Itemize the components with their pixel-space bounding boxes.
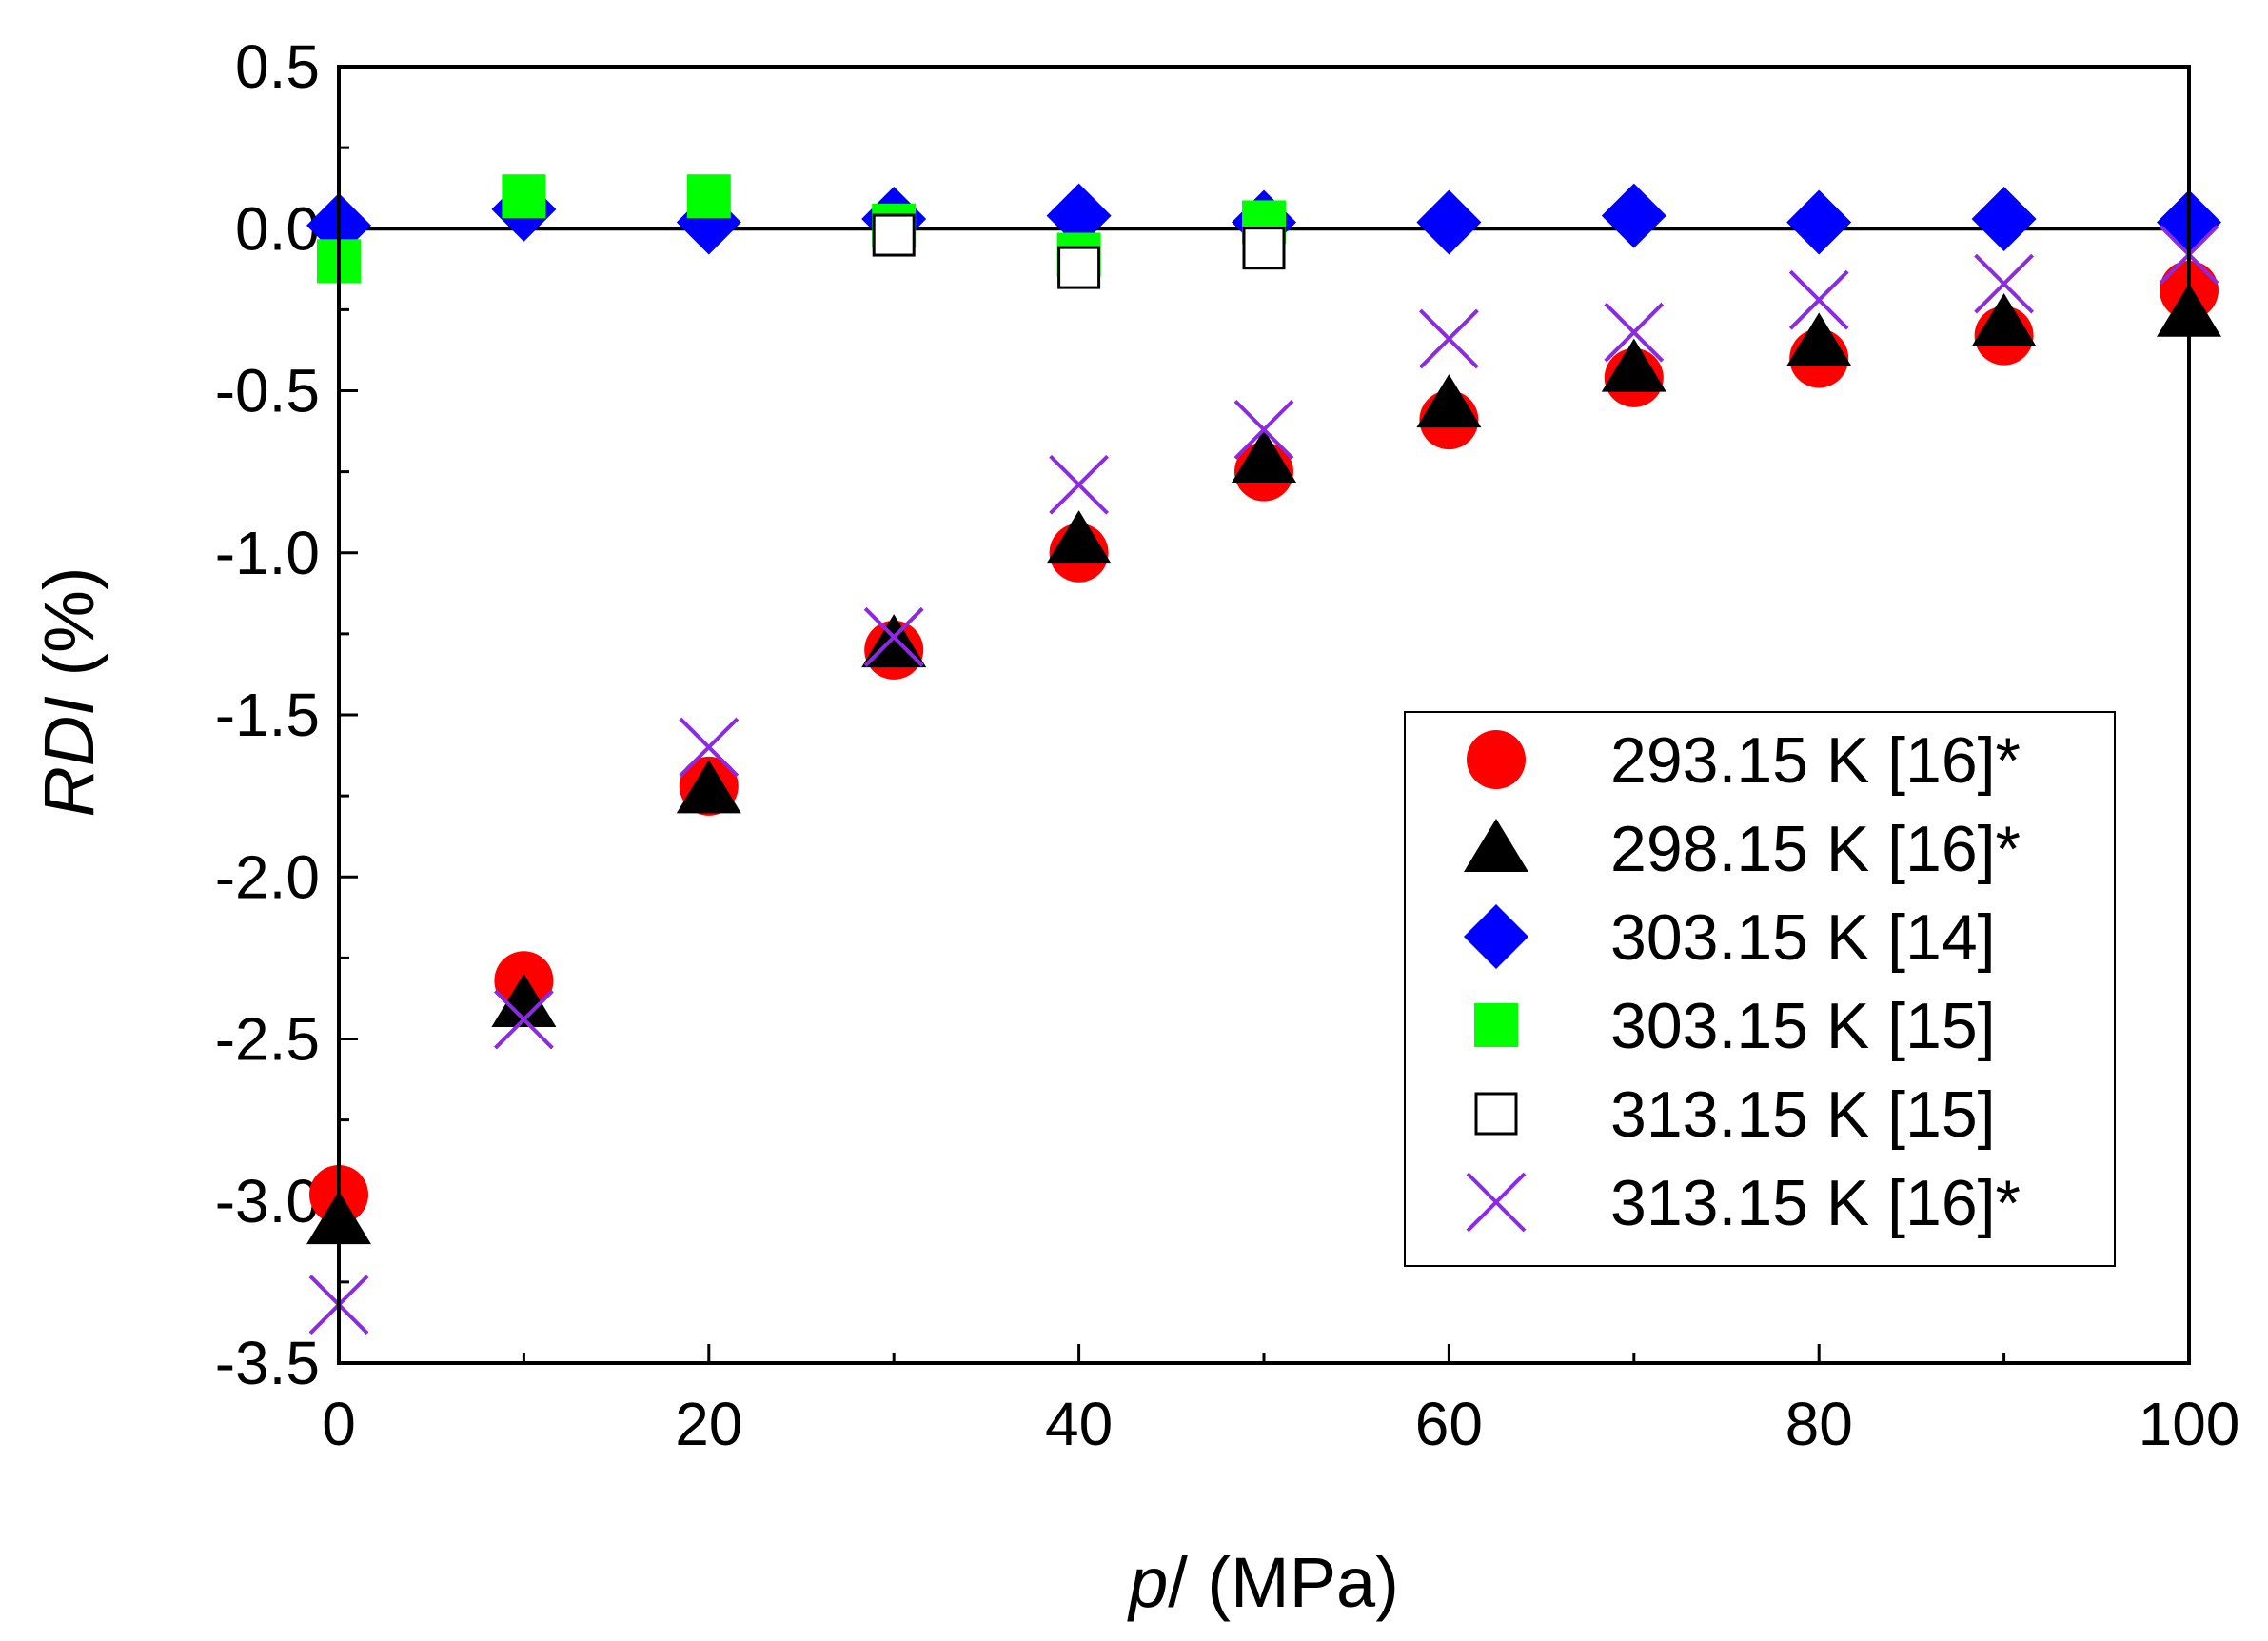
- triangle-point: [1786, 312, 1852, 366]
- triangle-point: [1971, 292, 2037, 346]
- x-tick-label: 0: [322, 1390, 356, 1458]
- cross-stroke: [863, 606, 924, 667]
- legend-label: 313.15 K [16]*: [1610, 1167, 2021, 1239]
- diamond-point: [1046, 183, 1112, 248]
- y-tick-label: -2.0: [215, 842, 320, 911]
- cross-point: [863, 606, 924, 667]
- x-tick-label: 40: [1045, 1390, 1113, 1458]
- cross-stroke: [1466, 1172, 1527, 1233]
- legend-diamond-icon: [1464, 904, 1528, 969]
- y-tick-label: -1.5: [215, 681, 320, 749]
- cross-point: [1418, 308, 1479, 369]
- cross-point: [1788, 269, 1849, 330]
- x-axis-title-symbol: p: [1127, 1543, 1168, 1622]
- legend-item: 298.15 K [16]*: [1464, 813, 2021, 885]
- triangle-point: [491, 974, 557, 1028]
- legend-circle-icon: [1467, 730, 1526, 789]
- diamond-point: [1786, 189, 1852, 255]
- x-axis-title: p/ (MPa): [1127, 1543, 1399, 1622]
- x-axis-title-unit: / (MPa): [1168, 1543, 1399, 1622]
- triangle-point: [1601, 338, 1666, 392]
- legend-item: 303.15 K [14]: [1464, 901, 1996, 974]
- x-tick-label: 60: [1415, 1390, 1483, 1458]
- cross-point: [1049, 454, 1110, 515]
- axis-tick-labels: 0 20 40 60 80 100 0.5 0.0 -0.5 -1.0 -1.5 -2.0 -2.5 -3…: [215, 32, 2240, 1458]
- cross-stroke: [679, 717, 740, 778]
- x-tick-label: 80: [1785, 1390, 1853, 1458]
- triangle-point: [676, 760, 741, 814]
- legend-label: 313.15 K [15]: [1610, 1078, 1996, 1151]
- legend-label: 303.15 K [14]: [1610, 901, 1996, 974]
- cross-stroke: [1049, 454, 1110, 515]
- y-tick-label: -1.0: [215, 519, 320, 587]
- y-axis-title-unit: (%): [30, 566, 108, 696]
- plot-frame: [337, 65, 2191, 1365]
- cross-stroke: [1233, 399, 1294, 460]
- y-tick-label: -3.5: [215, 1329, 320, 1397]
- cross-stroke: [1788, 269, 1849, 330]
- diamond-point: [1416, 189, 1482, 255]
- square-filled-point: [502, 174, 546, 219]
- legend-item: 313.15 K [16]*: [1466, 1167, 2021, 1239]
- y-tick-label: 0.5: [235, 32, 320, 101]
- legend-item: 293.15 K [16]*: [1467, 724, 2021, 797]
- diamond-point: [1971, 187, 2037, 252]
- cross-stroke: [1418, 308, 1479, 369]
- legend-square-filled-icon: [1474, 1003, 1518, 1047]
- triangle-point: [1046, 510, 1112, 564]
- square-open-point: [1242, 227, 1286, 270]
- y-tick-label: -2.5: [215, 1005, 320, 1074]
- legend-label: 303.15 K [15]: [1610, 990, 1996, 1062]
- triangle-point: [1416, 374, 1482, 428]
- legend-item: 313.15 K [15]: [1474, 1078, 1996, 1151]
- legend-triangle-icon: [1464, 819, 1528, 872]
- cross-stroke: [493, 989, 554, 1050]
- triangle-point: [1232, 429, 1296, 484]
- square-open-point: [1057, 246, 1101, 289]
- y-axis-title-symbol: RDI: [30, 696, 108, 817]
- y-axis-title: RDI (%): [30, 566, 108, 817]
- cross-point: [1604, 302, 1665, 363]
- cross-point: [1233, 399, 1294, 460]
- legend-cross-icon: [1466, 1172, 1527, 1233]
- cross-stroke: [1974, 253, 2035, 314]
- legend-label: 298.15 K [16]*: [1610, 813, 2021, 885]
- x-tick-label: 100: [2139, 1390, 2240, 1458]
- cross-stroke: [1604, 302, 1665, 363]
- y-tick-label: 0.0: [235, 194, 320, 263]
- x-tick-label: 20: [675, 1390, 742, 1458]
- square-open-point: [872, 213, 916, 257]
- series-5: [872, 213, 1286, 289]
- legend-item: 303.15 K [15]: [1474, 990, 1996, 1062]
- legend-label: 293.15 K [16]*: [1610, 724, 2021, 797]
- y-tick-label: -3.0: [215, 1167, 320, 1236]
- cross-point: [679, 717, 740, 778]
- legend-square-open-icon: [1474, 1092, 1518, 1136]
- diamond-point: [1601, 183, 1666, 248]
- series-6: [308, 225, 2219, 1335]
- cross-point: [493, 989, 554, 1050]
- cross-point: [1974, 253, 2035, 314]
- square-filled-point: [686, 174, 731, 219]
- y-tick-label: -0.5: [215, 357, 320, 425]
- legend: 293.15 K [16]* 298.15 K [16]* 303.15 K [14…: [1404, 711, 2116, 1267]
